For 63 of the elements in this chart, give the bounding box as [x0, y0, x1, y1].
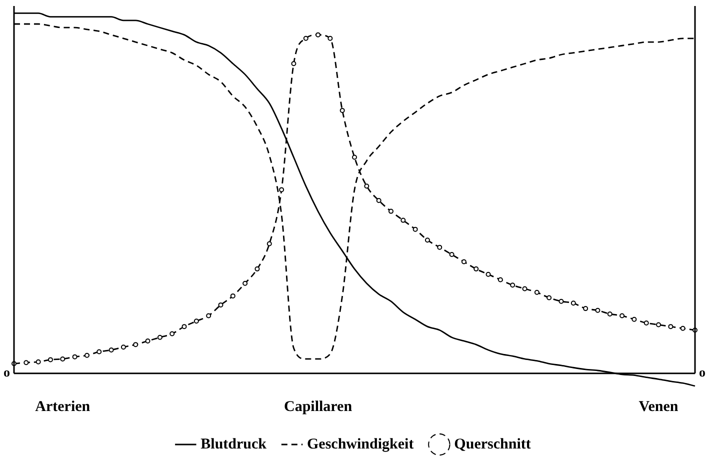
point: [424, 238, 430, 243]
point: [583, 306, 588, 312]
point: [340, 108, 345, 113]
point: [474, 266, 479, 272]
text: o: [699, 364, 706, 380]
point: [486, 272, 491, 277]
point: [303, 36, 308, 41]
point: [291, 61, 296, 66]
point: [352, 154, 357, 160]
point: [36, 359, 41, 364]
point: [510, 282, 516, 288]
point: [437, 244, 442, 250]
point: [376, 198, 382, 203]
point: [400, 218, 406, 223]
legend-label: Blutdruck: [200, 436, 268, 452]
point: [145, 338, 150, 344]
point: [558, 298, 564, 304]
point: [449, 252, 454, 258]
point: [170, 331, 175, 336]
point: [534, 290, 540, 295]
point: [668, 324, 674, 330]
point: [388, 208, 394, 214]
point: [48, 357, 53, 362]
point: [108, 347, 114, 352]
point: [656, 322, 662, 328]
point: [570, 300, 576, 306]
point: [254, 266, 260, 272]
point: [133, 342, 138, 348]
point: [364, 184, 370, 189]
point: [120, 344, 126, 350]
point: [595, 308, 600, 313]
point: [644, 320, 649, 326]
point: [194, 318, 199, 324]
point: [157, 334, 162, 340]
point: [218, 302, 224, 308]
x-tick-label: Capillaren: [284, 398, 353, 415]
legend-label: Querschnitt: [454, 436, 531, 452]
x-tick-label: Arterien: [35, 398, 91, 415]
point: [620, 313, 625, 318]
point: [72, 354, 78, 360]
point: [546, 295, 552, 300]
point: [242, 280, 248, 286]
point: [96, 349, 102, 354]
point: [522, 286, 528, 292]
point: [316, 32, 321, 38]
point: [680, 326, 686, 331]
point: [607, 311, 612, 316]
point: [24, 360, 29, 366]
point: [279, 187, 284, 192]
point: [84, 352, 90, 358]
text: o: [4, 364, 10, 380]
point: [230, 293, 236, 298]
point: [632, 316, 637, 322]
point: [412, 226, 418, 232]
x-tick-label: Venen: [638, 398, 679, 415]
point: [461, 259, 466, 264]
point: [266, 241, 272, 246]
point: [60, 356, 66, 362]
legend-label: Geschwindigkeit: [307, 436, 414, 452]
point: [498, 277, 503, 282]
point: [206, 313, 212, 318]
point: [182, 324, 187, 330]
point: [328, 36, 333, 41]
